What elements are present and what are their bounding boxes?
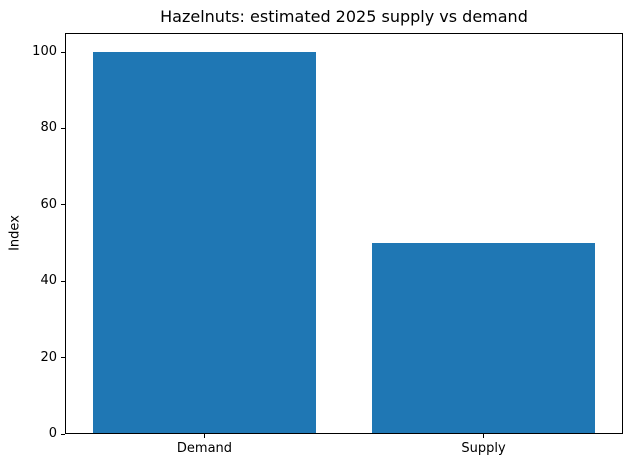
y-tick-label: 20 <box>40 349 57 365</box>
chart-title: Hazelnuts: estimated 2025 supply vs dema… <box>160 7 528 26</box>
y-tick-label: 40 <box>40 273 57 289</box>
y-tick-mark <box>61 357 65 359</box>
bar-supply <box>371 243 596 433</box>
y-tick-label: 80 <box>40 120 57 136</box>
y-tick-label: 0 <box>48 426 57 441</box>
x-tick-label-supply: Supply <box>461 441 506 456</box>
y-tick-mark <box>61 433 65 435</box>
plot-area <box>65 33 623 434</box>
y-tick-label: 100 <box>32 44 57 60</box>
x-tick-mark <box>204 434 205 438</box>
y-tick-mark <box>61 51 65 53</box>
y-axis-label: Index <box>7 215 23 251</box>
x-tick-label-demand: Demand <box>176 441 233 456</box>
y-tick-mark <box>61 204 65 206</box>
y-tick-label: 60 <box>40 196 57 212</box>
y-tick-mark <box>61 127 65 129</box>
x-tick-mark <box>483 434 484 438</box>
bar-demand <box>92 52 317 433</box>
y-tick-mark <box>61 280 65 282</box>
